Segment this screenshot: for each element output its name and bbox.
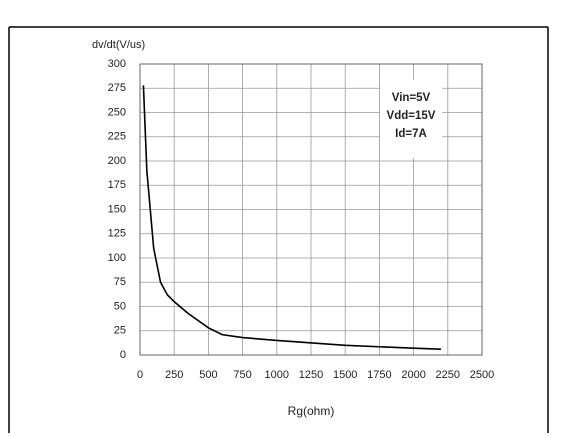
x-tick-label: 1250 [299,369,323,381]
y-tick-label: 275 [108,82,126,94]
y-tick-label: 50 [114,300,126,312]
annotation: Vin=5V [392,92,431,104]
x-tick-label: 2500 [470,369,494,381]
y-tick-label: 250 [108,106,126,118]
x-tick-label: 0 [137,369,143,381]
annotation: Id=7A [395,128,427,140]
y-tick-label: 75 [114,276,126,288]
x-tick-label: 1750 [367,369,391,381]
y-tick-label: 175 [108,179,126,191]
x-tick-label: 2000 [401,369,425,381]
plot-border [139,63,483,356]
x-tick-label: 750 [233,369,251,381]
y-tick-label: 25 [114,325,126,337]
annotation-box [380,80,442,158]
annotation: Vdd=15V [387,110,436,122]
x-tick-label: 250 [165,369,183,381]
x-tick-label: 1000 [265,369,289,381]
y-tick-label: 225 [108,131,126,143]
x-tick-label: 1500 [333,369,357,381]
y-tick-label: 150 [108,203,126,215]
y-tick-label: 0 [120,349,126,361]
x-tick-label: 500 [199,369,217,381]
x-axis-label: Rg(ohm) [288,404,335,418]
y-tick-label: 200 [108,155,126,167]
y-axis-label: dv/dt(V/us) [92,39,145,51]
y-tick-label: 100 [108,252,126,264]
data-line [142,85,441,350]
y-tick-label: 125 [108,228,126,240]
x-tick-label: 2250 [436,369,460,381]
y-tick-label: 300 [108,58,126,70]
